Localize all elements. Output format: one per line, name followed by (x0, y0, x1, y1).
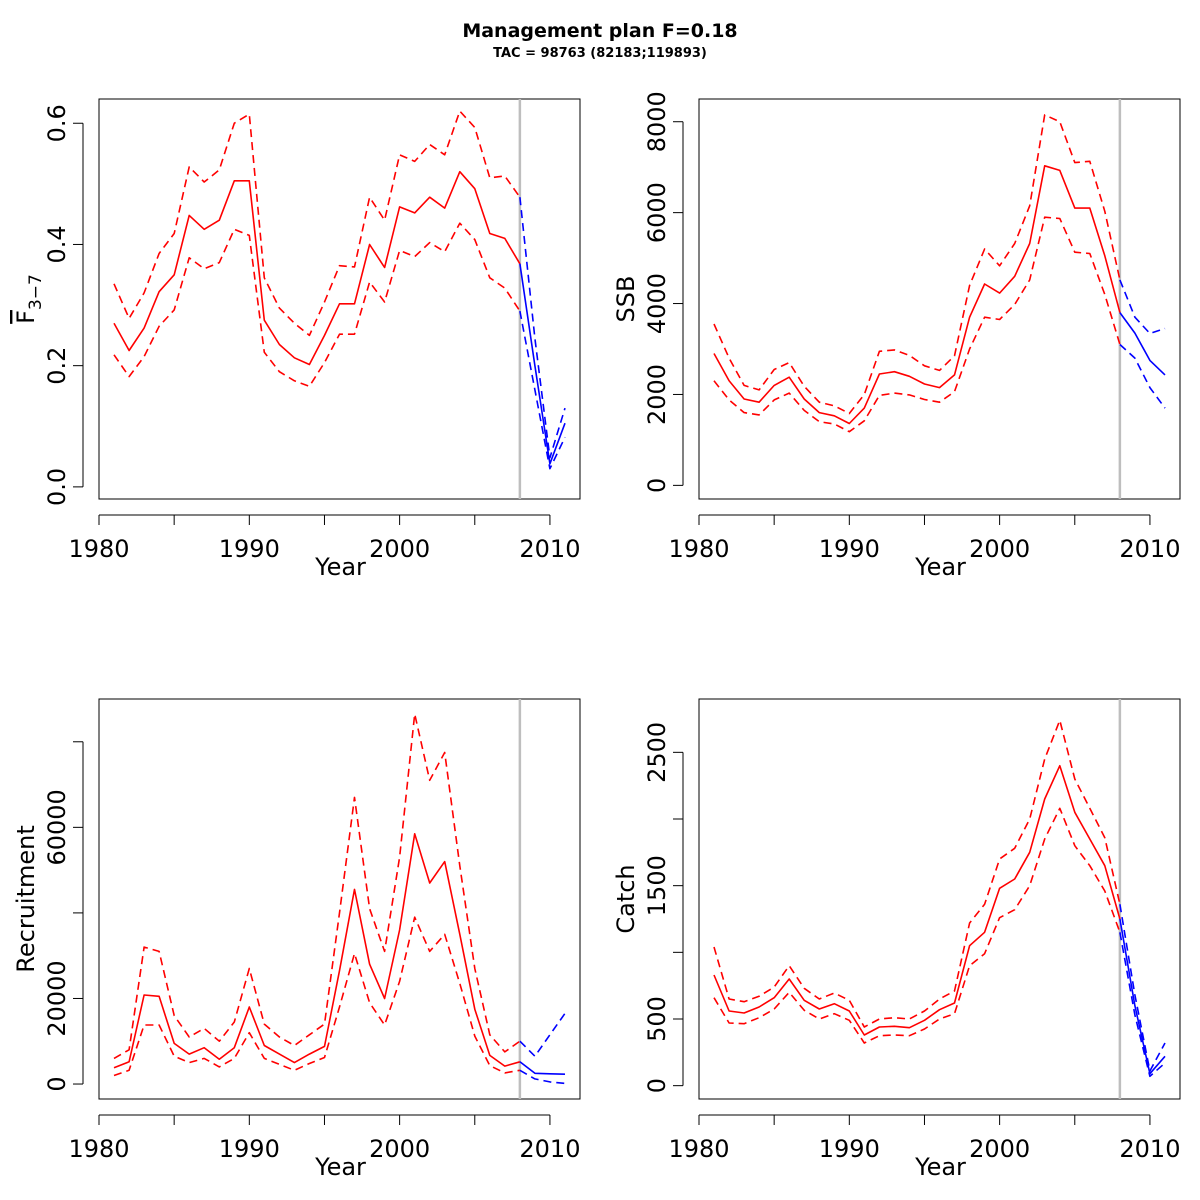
fbar-x-tick-label: 1990 (219, 535, 280, 563)
ssb-y-tick-label: 6000 (643, 182, 671, 243)
recruitment-forecast-upper (519, 1012, 566, 1057)
ssb-panel: 1980 1990 2000 2010 Year 0 2000 4000 6000 8000 SSB (612, 91, 1181, 581)
ssb-x-tick-label: 1980 (668, 535, 729, 563)
ssb-y-axis-label: SSB (612, 276, 640, 323)
recruitment-y-tick-label: 20000 (43, 960, 71, 1036)
recruitment-x-tick-label: 2010 (519, 1135, 580, 1163)
fbar-forecast-upper (519, 197, 566, 459)
catch-y-tick-label: 1500 (643, 855, 671, 916)
fbar-y-tick-label: 0.6 (43, 104, 71, 142)
fbar-y-tick-label: 0.2 (43, 347, 71, 385)
ssb-plot-frame (698, 98, 1181, 500)
recruitment-x-tick-label: 2000 (369, 1135, 430, 1163)
catch-forecast-upper (1119, 904, 1166, 1072)
fbar-series-upper (113, 110, 521, 337)
recruitment-panel: 1980 1990 2000 2010 Year 0 20000 60000Recruitme… (12, 698, 581, 1181)
catch-panel: 1980 1990 2000 2010 Year 0 500 1500 2500 Catch (612, 698, 1181, 1181)
catch-y-tick-label: 2500 (643, 722, 671, 783)
ssb-x-tick-label: 2010 (1119, 535, 1180, 563)
catch-y-tick-label: 500 (643, 996, 671, 1042)
fbar-y-tick-label: 0.4 (43, 225, 71, 263)
fbar-panel: 1980 1990 2000 2010 Year 0.0 0.2 0.4 0.6 F3−7 (12, 98, 581, 581)
ssb-forecast-lower (1119, 343, 1166, 409)
fbar-x-tick-label: 1980 (68, 535, 129, 563)
fbar-forecast-estimate (519, 263, 566, 465)
catch-x-tick-label: 2000 (969, 1135, 1030, 1163)
recruitment-y-tick-label: 0 (43, 1076, 71, 1091)
fbar-plot-frame (98, 98, 581, 500)
fbar-x-tick-label: 2010 (519, 535, 580, 563)
catch-series-lower (713, 807, 1121, 1044)
figure-subtitle: TAC = 98763 (82183;119893) (493, 46, 707, 61)
catch-x-tick-label: 2010 (1119, 1135, 1180, 1163)
ssb-y-tick-label: 2000 (643, 364, 671, 425)
recruitment-series-lower (113, 916, 521, 1077)
ssb-y-tick-label: 8000 (643, 91, 671, 152)
fbar-x-axis-label: Year (314, 553, 366, 581)
recruitment-forecast-estimate (519, 1061, 566, 1075)
figure-title: Management plan F=0.18 (462, 20, 738, 42)
ssb-y-tick-label: 4000 (643, 273, 671, 334)
fbar-forecast-lower (519, 310, 566, 470)
fbar-series-estimate (113, 170, 521, 366)
fbar-series-lower (113, 222, 521, 388)
recruitment-x-axis-label: Year (314, 1153, 366, 1181)
catch-y-axis-label: Catch (612, 864, 640, 933)
catch-series-upper (713, 719, 1121, 1028)
catch-x-tick-label: 1990 (819, 1135, 880, 1163)
recruitment-y-axis-label: Recruitment (12, 825, 40, 972)
fbar-y-tick-label: 0.0 (43, 468, 71, 506)
catch-x-tick-label: 1980 (668, 1135, 729, 1163)
recruitment-series-upper (113, 713, 521, 1060)
catch-plot-frame (698, 698, 1181, 1100)
recruitment-x-tick-label: 1990 (219, 1135, 280, 1163)
ssb-x-tick-label: 2000 (969, 535, 1030, 563)
recruitment-forecast-lower (519, 1069, 566, 1085)
fbar-y-axis-label: F3−7 (12, 274, 46, 324)
fbar-x-tick-label: 2000 (369, 535, 430, 563)
catch-forecast-lower (1119, 932, 1166, 1078)
catch-y-tick-label: 0 (643, 1078, 671, 1093)
recruitment-series-estimate (113, 832, 521, 1069)
recruitment-x-tick-label: 1980 (68, 1135, 129, 1163)
recruitment-plot-frame (98, 698, 581, 1100)
ssb-forecast-upper (1119, 279, 1166, 335)
ssb-x-axis-label: Year (914, 553, 966, 581)
ssb-x-tick-label: 1990 (819, 535, 880, 563)
catch-forecast-estimate (1119, 918, 1166, 1075)
ssb-y-tick-label: 0 (643, 478, 671, 493)
ssb-series-upper (713, 114, 1121, 415)
catch-series-estimate (713, 764, 1121, 1036)
ssb-series-lower (713, 216, 1121, 433)
recruitment-y-tick-label: 60000 (43, 789, 71, 865)
ssb-forecast-estimate (1119, 312, 1166, 376)
catch-x-axis-label: Year (914, 1153, 966, 1181)
ssb-series-estimate (713, 165, 1121, 425)
